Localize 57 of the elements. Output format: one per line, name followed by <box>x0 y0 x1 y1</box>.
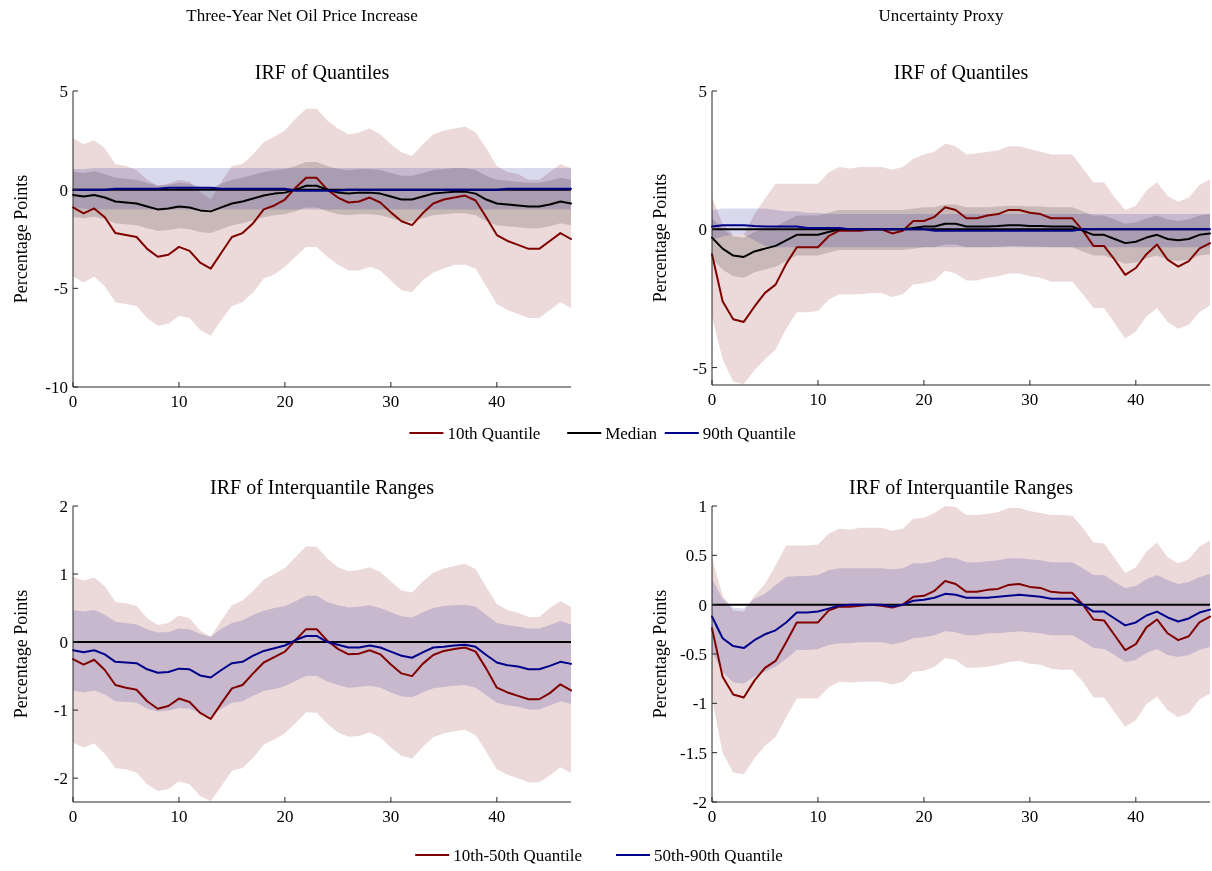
x-tick-label: 30 <box>382 392 400 411</box>
y-tick-label: 0.5 <box>685 546 707 566</box>
y-tick-label: -2 <box>692 793 707 812</box>
x-tick-label: 10 <box>170 807 188 826</box>
line-series <box>711 592 1211 650</box>
x-tick-label: 40 <box>1127 807 1145 826</box>
line-series <box>711 579 1211 699</box>
y-tick-label: 0 <box>698 595 707 615</box>
legend-label: 90th Quantile <box>702 424 796 443</box>
legend-label: 10th-50th Quantile <box>453 846 583 865</box>
x-tick-label: 40 <box>1127 390 1145 409</box>
x-tick-label: 30 <box>1021 390 1039 409</box>
x-tick-label: 20 <box>915 390 933 409</box>
x-tick-label: 20 <box>276 392 294 411</box>
x-tick-label: 40 <box>488 392 506 411</box>
line-series <box>72 628 572 720</box>
y-tick-label: -0.5 <box>680 645 707 664</box>
legend-label: 50th-90th Quantile <box>654 846 783 865</box>
y-axis-title: Percentage Points <box>11 174 31 304</box>
y-tick-label: -10 <box>45 378 68 397</box>
text: Uncertainty Proxy <box>878 6 1005 25</box>
text: Three-Year Net Oil Price Increase <box>186 6 418 25</box>
y-tick-label: 1 <box>698 497 707 516</box>
x-tick-label: 30 <box>1021 807 1039 826</box>
line-series <box>72 634 572 679</box>
y-tick-label: 0 <box>59 180 68 200</box>
y-tick-label: 2 <box>59 497 68 516</box>
legend-label: 10th Quantile <box>447 424 541 443</box>
y-tick-label: -2 <box>53 769 68 789</box>
legend-label: Median <box>605 424 658 443</box>
y-tick-label: -5 <box>692 358 707 378</box>
y-tick-label: 0 <box>698 220 707 240</box>
line-series <box>711 206 1211 323</box>
x-tick-label: 30 <box>382 807 400 826</box>
y-tick-label: -1 <box>53 701 68 721</box>
y-tick-label: 1 <box>59 565 68 585</box>
y-tick-label: 0 <box>59 633 68 653</box>
x-tick-label: 20 <box>915 807 933 826</box>
chart-title: IRF of Interquantile Ranges <box>849 476 1074 499</box>
y-tick-label: -1 <box>692 694 707 714</box>
y-axis-title: Percentage Points <box>11 589 31 719</box>
y-tick-label: -5 <box>53 279 68 299</box>
line-series <box>72 176 572 270</box>
y-axis-title: Percentage Points <box>650 173 670 303</box>
line-series <box>72 184 572 213</box>
y-tick-label: 5 <box>698 82 707 101</box>
x-tick-label: 20 <box>276 807 294 826</box>
y-tick-label: 5 <box>59 82 68 101</box>
y-tick-label: -1.5 <box>680 743 707 763</box>
chart-title: IRF of Quantiles <box>254 61 390 83</box>
x-tick-label: 10 <box>809 807 827 826</box>
x-tick-label: 10 <box>170 392 188 411</box>
y-axis-title: Percentage Points <box>650 589 670 719</box>
chart-title: IRF of Interquantile Ranges <box>210 476 435 499</box>
chart-title: IRF of Quantiles <box>893 61 1029 83</box>
x-tick-label: 40 <box>488 807 506 826</box>
x-tick-label: 10 <box>809 390 827 409</box>
